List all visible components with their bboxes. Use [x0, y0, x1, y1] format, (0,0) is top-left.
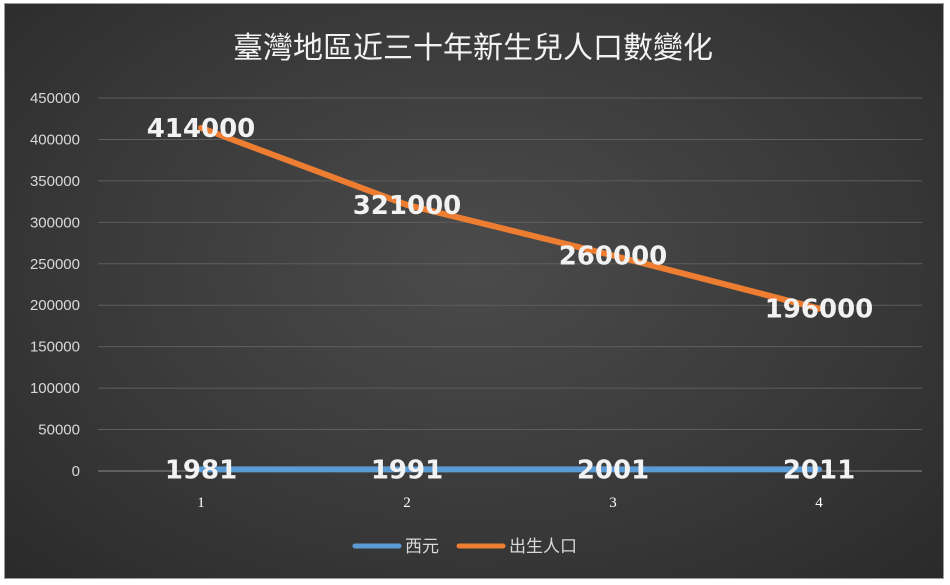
y-tick-label: 50000 — [38, 422, 80, 439]
y-tick-label: 350000 — [30, 173, 80, 190]
y-tick-label: 100000 — [30, 380, 80, 397]
data-label: 321000 — [353, 191, 462, 221]
data-label: 196000 — [765, 295, 874, 325]
legend-label: 出生人口 — [509, 537, 577, 557]
x-tick-label: 3 — [609, 495, 617, 511]
data-label: 2011 — [783, 455, 855, 485]
y-tick-label: 200000 — [30, 297, 80, 314]
x-tick-label: 2 — [403, 495, 411, 511]
y-tick-label: 0 — [72, 463, 80, 480]
data-label: 260000 — [559, 241, 668, 271]
x-tick-label: 4 — [815, 495, 823, 511]
series-line — [198, 124, 822, 312]
y-tick-label: 150000 — [30, 339, 80, 356]
data-label: 1991 — [371, 455, 443, 485]
chart-title: 臺灣地區近三十年新生兒人口數變化 — [233, 31, 713, 66]
data-label: 414000 — [147, 114, 256, 144]
y-tick-label: 400000 — [30, 131, 80, 148]
y-tick-label: 300000 — [30, 214, 80, 231]
y-tick-label: 250000 — [30, 256, 80, 273]
data-label: 1981 — [165, 455, 237, 485]
chart-area — [4, 3, 944, 579]
y-tick-label: 450000 — [30, 90, 80, 107]
data-label: 2001 — [577, 455, 649, 485]
x-tick-label: 1 — [197, 495, 205, 511]
legend-label: 西元 — [405, 537, 439, 557]
